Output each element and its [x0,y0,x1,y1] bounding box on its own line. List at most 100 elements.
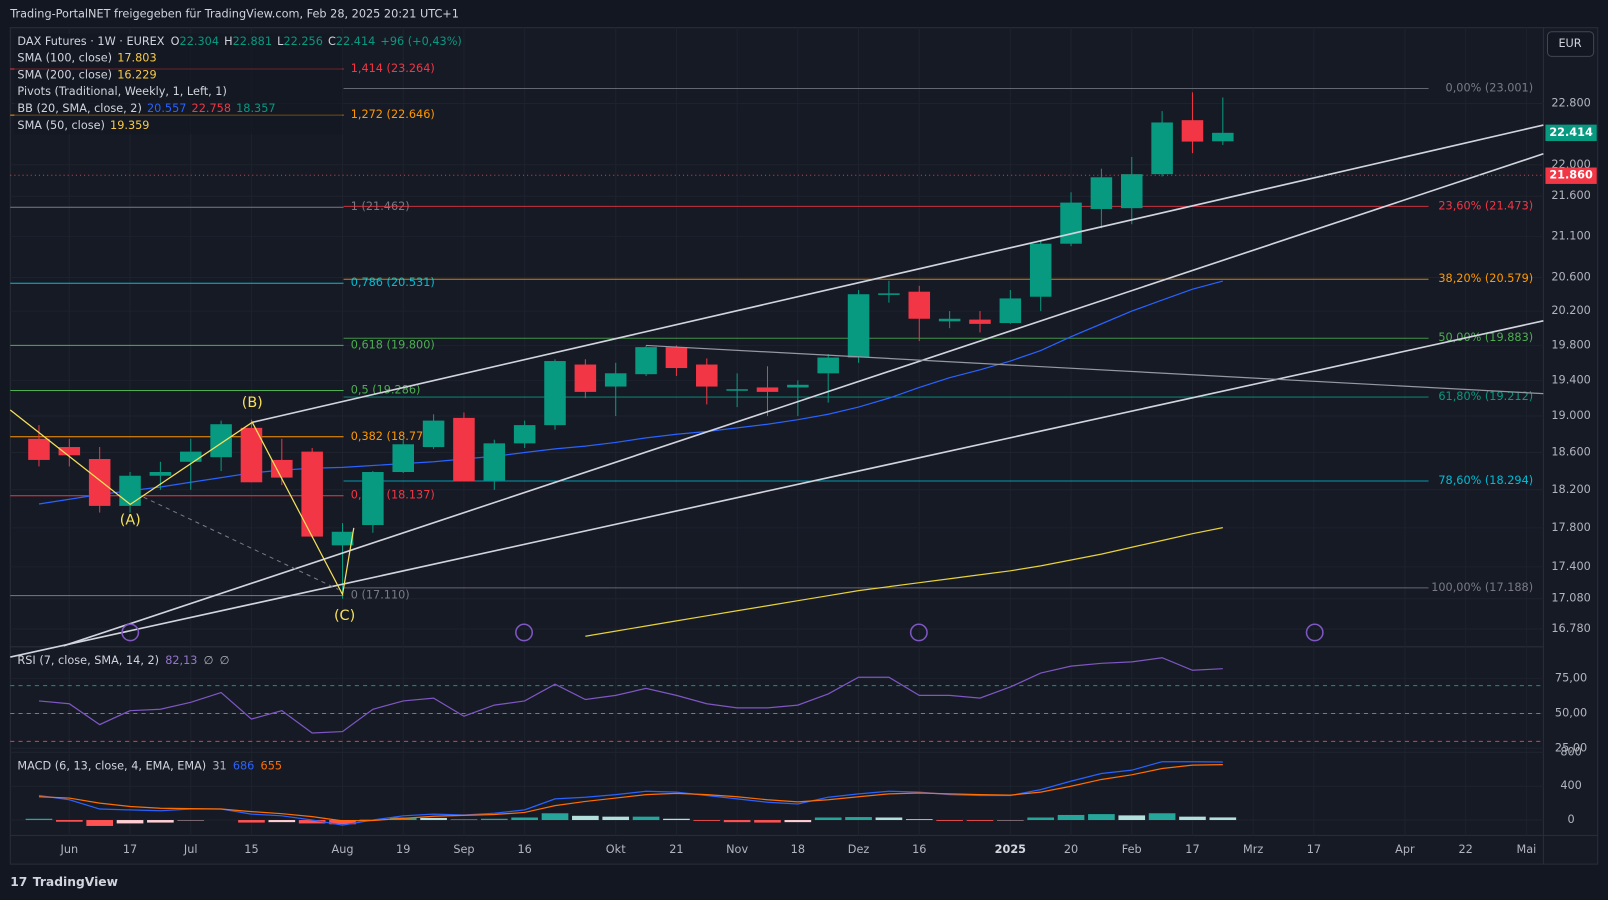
trend-line [10,320,1544,658]
ohlc-value: 22.256 [283,35,322,48]
legend-row: DAX Futures · 1W · EUREX O22.304 H22.881 L2… [17,35,461,48]
candle-body [210,424,232,458]
x-tick-label: Mrz [1243,843,1263,856]
x-tick-label: 16 [517,843,531,856]
histogram-bar [238,820,265,823]
candle-body [1181,120,1204,142]
indicator-line [38,280,1223,505]
candle-body [362,472,384,526]
candle-body [544,361,566,426]
event-icon[interactable] [1305,623,1324,642]
x-tick-label: 21 [669,843,683,856]
candle-body [301,451,323,537]
candle-body [1060,202,1082,244]
candle-body [271,459,293,478]
histogram-bar [693,820,721,821]
histogram-bar [905,819,933,821]
x-tick-label: 2025 [995,843,1027,856]
y-tick-label: 18.600 [1551,446,1590,459]
indicator-name: SMA (50, close) [17,119,104,132]
candle-body [726,389,748,391]
candle-body [28,438,50,460]
x-tick-label: 16 [912,843,926,856]
y-tick-label: 19.800 [1551,338,1590,351]
histogram-bar [784,820,812,823]
histogram-bar [329,820,356,825]
histogram-bar [602,816,630,821]
readout-value: 16.229 [117,68,156,81]
y-tick-label: 16.780 [1551,622,1590,635]
ohlc-key: C [328,35,336,48]
wave-line [143,496,339,590]
candle-body [696,364,718,387]
x-tick-label: Jun [60,843,79,856]
candle-body [604,373,627,387]
candle-body [88,459,111,506]
fib-label: 0,382 (18.772) [351,430,435,443]
x-tick-label: Apr [1395,843,1415,856]
price-badge-label: 22.414 [1549,126,1593,139]
ohlc-value: 22.304 [180,35,219,48]
chart-frame [9,27,1599,865]
legend-bg [14,33,343,135]
macd-line [38,764,1223,822]
footer-logo: TradingView [33,875,118,889]
event-icon[interactable] [515,623,534,642]
histogram-bar [814,817,842,821]
histogram-bar [1179,816,1206,821]
histogram-bar [936,820,963,821]
histogram-bar [511,817,538,821]
histogram-bar [420,817,447,821]
x-tick-label: 17 [1307,843,1321,856]
indicator-name: SMA (100, close) [17,51,112,64]
histogram-bar [480,818,508,821]
y-tick-label: 50,00 [1555,706,1587,719]
candle-body [513,425,536,444]
y-tick-label: 22.800 [1551,97,1590,110]
candle-body [240,427,263,483]
histogram-bar [754,820,781,823]
x-tick-label: 17 [1185,843,1199,856]
indicator-name: SMA (200, close) [17,68,112,81]
candle-body [878,293,900,295]
y-tick-label: 19.000 [1551,409,1590,422]
x-tick-label: Feb [1122,843,1142,856]
candle-body [483,443,506,481]
legend-row: SMA (50, close) 19.359 [17,119,149,132]
fib-label: 0,00% (23.001) [1446,82,1534,95]
histogram-bar [1088,814,1115,821]
candle-body [1151,122,1173,175]
symbol: DAX Futures · 1W · EUREX [17,35,164,48]
event-icon[interactable] [909,623,928,642]
candle-body [969,319,991,324]
y-tick-label: 25,00 [1555,741,1587,754]
readout-value: 655 [261,760,283,773]
currency-label[interactable]: EUR [1558,37,1581,50]
y-tick-label: 18.200 [1551,483,1590,496]
change: +96 (+0,43%) [380,35,461,48]
wave-label: (A) [120,513,141,529]
candle-body [179,451,202,462]
event-icon[interactable] [121,623,140,642]
x-tick-label: Nov [726,843,748,856]
fib-label: 78,60% (18.294) [1438,474,1533,487]
indicator-name: Pivots (Traditional, Weekly, 1, Left, 1) [17,85,226,98]
candle-body [1090,177,1113,209]
histogram-bar [723,820,751,823]
candle-body [817,357,839,374]
candle-body [392,444,414,473]
currency-button[interactable] [1546,31,1595,57]
candle-body [58,447,81,456]
y-tick-label: 21.600 [1551,189,1590,202]
candle-body [1120,174,1143,209]
price-badge [1545,167,1597,184]
readout-value: 31 [212,760,226,773]
candle-body [756,387,779,392]
readout-value: 82,13 [165,654,197,667]
histogram-bar [875,817,903,821]
legend-row: Pivots (Traditional, Weekly, 1, Left, 1) [17,85,226,98]
x-tick-label: 19 [396,843,410,856]
y-tick-label: 17.800 [1551,521,1590,534]
indicator-name: BB (20, SMA, close, 2) [17,102,141,115]
